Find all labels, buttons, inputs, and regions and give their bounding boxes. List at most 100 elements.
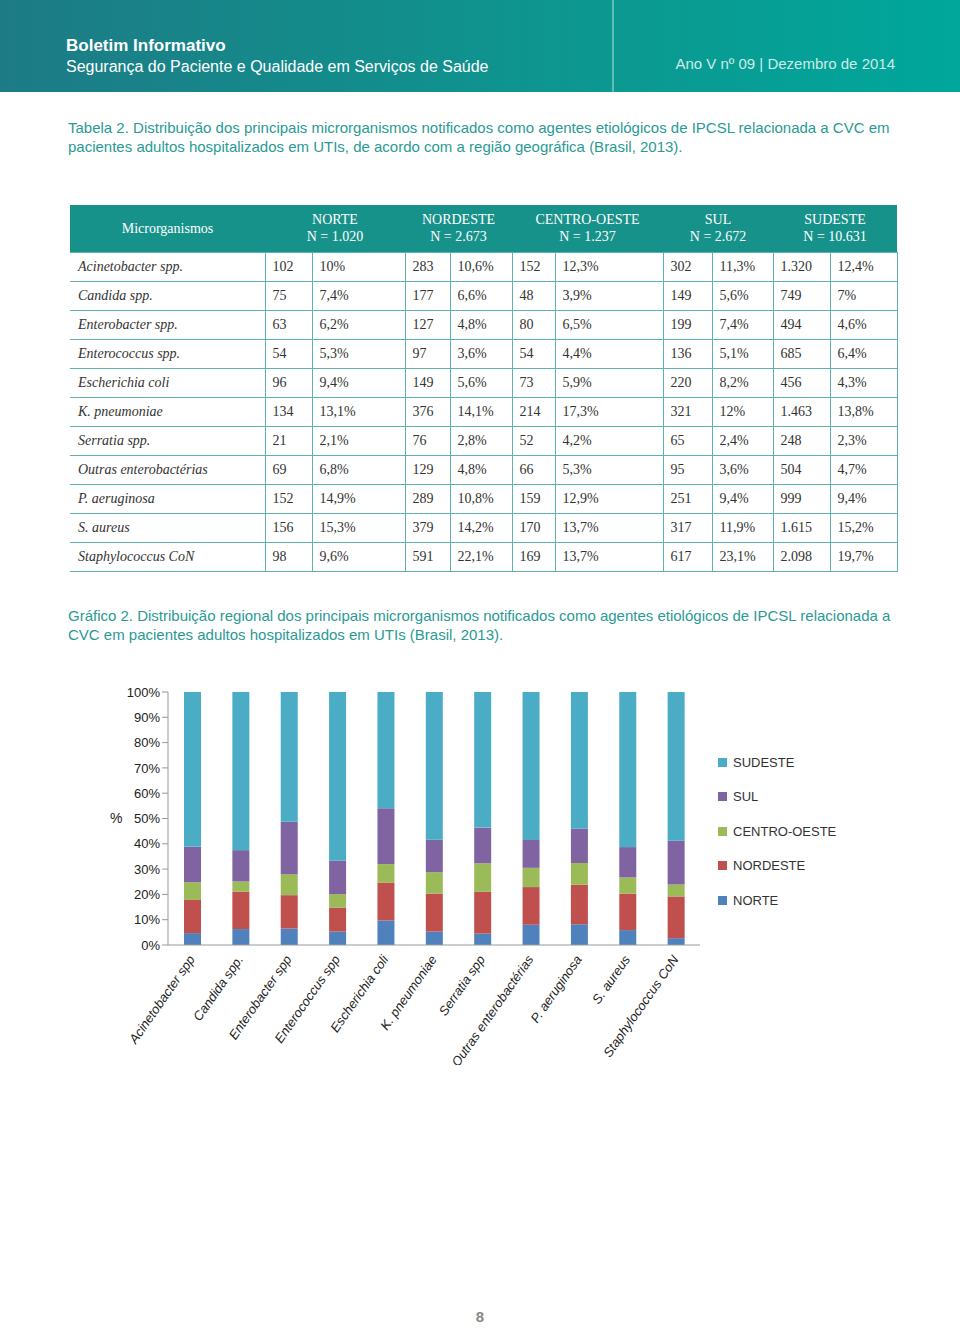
html-text:134: 134: [272, 403, 294, 419]
html-text:Ano V nº 09 | Dezembro de 2014: Ano V nº 09 | Dezembro de 2014: [675, 55, 895, 72]
svg-text:60%: 60%: [134, 786, 160, 801]
html-text:3,9%: 3,9%: [562, 287, 592, 303]
html-text:10,6%: 10,6%: [457, 258, 494, 274]
html-text:321: 321: [670, 403, 692, 419]
svg-text:Candida spp.: Candida spp.: [190, 952, 246, 1023]
html-text:Segurança do Paciente e Qualid: Segurança do Paciente e Qualidade em Ser…: [66, 58, 489, 75]
html-text:6,2%: 6,2%: [319, 316, 349, 332]
svg-text:50%: 50%: [134, 811, 160, 826]
svg-text:P. aeruginosa: P. aeruginosa: [527, 952, 584, 1025]
html-text:5,6%: 5,6%: [719, 287, 749, 303]
html-text:5,9%: 5,9%: [562, 374, 592, 390]
html-text:Tabela 2. Distribuição dos pri: Tabela 2. Distribuição dos principais mi…: [68, 119, 890, 155]
html-text:494: 494: [780, 316, 802, 332]
html-text:283: 283: [412, 258, 434, 274]
html-text:6,6%: 6,6%: [457, 287, 487, 303]
html-text:12%: 12%: [719, 403, 746, 419]
html-text:Serratia spp.: Serratia spp.: [78, 432, 151, 448]
html-text:Gráfico 2. Distribuição region: Gráfico 2. Distribuição regional dos pri…: [68, 607, 891, 643]
html-text:4,3%: 4,3%: [837, 374, 867, 390]
html-text:N = 2.672: N = 2.672: [689, 229, 747, 245]
svg-text:S. aureus: S. aureus: [589, 952, 633, 1007]
svg-text:20%: 20%: [134, 887, 160, 902]
html-text:749: 749: [780, 287, 802, 303]
html-text:302: 302: [670, 258, 692, 274]
svg-text:70%: 70%: [134, 761, 160, 776]
html-text:Escherichia coli: Escherichia coli: [78, 374, 170, 390]
html-text:Boletim Informativo: Boletim Informativo: [66, 36, 226, 55]
html-text:3,6%: 3,6%: [457, 345, 487, 361]
html-text:Acinetobacter spp.: Acinetobacter spp.: [78, 258, 183, 274]
html-text:2,8%: 2,8%: [457, 432, 487, 448]
html-text:12,4%: 12,4%: [837, 258, 874, 274]
html-text:SUDESTE: SUDESTE: [804, 212, 866, 228]
html-text:9,4%: 9,4%: [319, 374, 349, 390]
html-text:4,2%: 4,2%: [562, 432, 592, 448]
html-text:14,1%: 14,1%: [457, 403, 494, 419]
html-text:136: 136: [670, 345, 692, 361]
html-text:4,6%: 4,6%: [837, 316, 867, 332]
html-text:CENTRO-OESTE: CENTRO-OESTE: [535, 212, 640, 228]
html-text:4,4%: 4,4%: [562, 345, 592, 361]
html-text:Candida spp.: Candida spp.: [78, 287, 153, 303]
html-text:199: 199: [670, 316, 692, 332]
html-text:1.463: 1.463: [780, 403, 812, 419]
html-text:K. pneumoniae: K. pneumoniae: [78, 403, 163, 419]
svg-text:40%: 40%: [134, 836, 160, 851]
html-text:214: 214: [519, 403, 541, 419]
html-text:13,8%: 13,8%: [837, 403, 874, 419]
svg-text:Escherichia coli: Escherichia coli: [327, 952, 392, 1035]
svg-text:10%: 10%: [134, 912, 160, 927]
svg-text:Staphylococcus CoN: Staphylococcus CoN: [600, 952, 682, 1060]
html-text:149: 149: [670, 287, 692, 303]
svg-text:90%: 90%: [134, 710, 160, 725]
html-text:685: 685: [780, 345, 802, 361]
html-text:10%: 10%: [319, 258, 346, 274]
html-text:8,2%: 8,2%: [719, 374, 749, 390]
html-text:SUL: SUL: [704, 212, 732, 228]
svg-text:K. pneumoniae: K. pneumoniae: [377, 952, 439, 1032]
html-text:376: 376: [412, 403, 434, 419]
svg-text:Serratia spp: Serratia spp: [436, 952, 488, 1018]
html-text:220: 220: [670, 374, 692, 390]
html-text:5,1%: 5,1%: [719, 345, 749, 361]
html-text:2,1%: 2,1%: [319, 432, 349, 448]
html-text:Microrganismos: Microrganismos: [121, 220, 214, 236]
html-text:1.320: 1.320: [780, 258, 812, 274]
html-text:12,3%: 12,3%: [562, 258, 599, 274]
svg-text:100%: 100%: [127, 685, 161, 700]
html-text:5,3%: 5,3%: [319, 345, 349, 361]
html-text:N = 1.020: N = 1.020: [306, 229, 364, 245]
html-text:127: 127: [412, 316, 434, 332]
html-text:5,6%: 5,6%: [457, 374, 487, 390]
svg-text:Outras enterobactérias: Outras enterobactérias: [448, 952, 536, 1065]
html-text:N = 10.631: N = 10.631: [803, 229, 867, 245]
svg-text:Acinetobacter spp: Acinetobacter spp: [125, 952, 198, 1047]
html-text:7%: 7%: [837, 287, 857, 303]
svg-text:Enterococcus spp: Enterococcus spp: [271, 952, 343, 1045]
svg-text:Enterobacter spp: Enterobacter spp: [225, 952, 295, 1043]
html-text:11,3%: 11,3%: [719, 258, 756, 274]
html-text:7,4%: 7,4%: [719, 316, 749, 332]
html-text:N = 2.673: N = 2.673: [430, 229, 487, 245]
html-text:6,5%: 6,5%: [562, 316, 592, 332]
html-text:7,4%: 7,4%: [319, 287, 349, 303]
html-text:Enterobacter spp.: Enterobacter spp.: [78, 316, 178, 332]
html-text:4,8%: 4,8%: [457, 316, 487, 332]
html-text:NORDESTE: NORDESTE: [422, 212, 496, 228]
html-text:456: 456: [780, 374, 802, 390]
html-text:149: 149: [412, 374, 434, 390]
svg-text:0%: 0%: [141, 938, 160, 953]
html-text:N = 1.237: N = 1.237: [559, 229, 616, 245]
html-text:177: 177: [412, 287, 434, 303]
html-text:102: 102: [272, 258, 294, 274]
svg-text:%: %: [110, 810, 122, 826]
html-text:13,1%: 13,1%: [319, 403, 356, 419]
svg-text:80%: 80%: [134, 735, 160, 750]
html-text:NORTE: NORTE: [312, 212, 358, 228]
svg-text:30%: 30%: [134, 862, 160, 877]
html-text:17,3%: 17,3%: [562, 403, 599, 419]
html-text:6,4%: 6,4%: [837, 345, 867, 361]
html-text:152: 152: [519, 258, 541, 274]
html-text:Enterococcus spp.: Enterococcus spp.: [78, 345, 181, 361]
